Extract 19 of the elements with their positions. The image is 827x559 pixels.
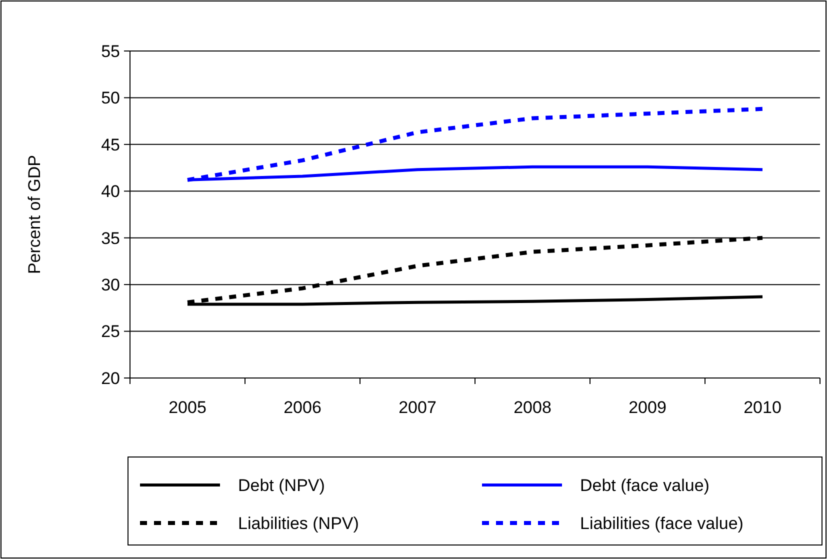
x-tick-label: 2007 xyxy=(398,398,436,417)
legend-label: Liabilities (face value) xyxy=(580,514,744,533)
x-tick-label: 2006 xyxy=(284,398,322,417)
y-tick-label: 50 xyxy=(101,88,120,108)
legend-label: Debt (face value) xyxy=(580,476,710,495)
y-tick-label: 25 xyxy=(101,322,120,342)
x-tick-label: 2009 xyxy=(628,398,666,417)
y-tick-label: 40 xyxy=(101,182,120,202)
y-axis-title: Percent of GDP xyxy=(25,154,44,274)
y-tick-label: 55 xyxy=(101,42,120,61)
y-tick-label: 20 xyxy=(101,368,120,388)
y-tick-label: 45 xyxy=(101,135,120,154)
legend-label: Debt (NPV) xyxy=(238,476,325,495)
legend-label: Liabilities (NPV) xyxy=(238,514,359,533)
x-tick-label: 2005 xyxy=(168,398,206,417)
y-tick-label: 35 xyxy=(101,228,120,248)
y-tick-label: 30 xyxy=(101,276,120,295)
x-tick-label: 2010 xyxy=(744,398,782,417)
x-tick-label: 2008 xyxy=(514,398,552,417)
